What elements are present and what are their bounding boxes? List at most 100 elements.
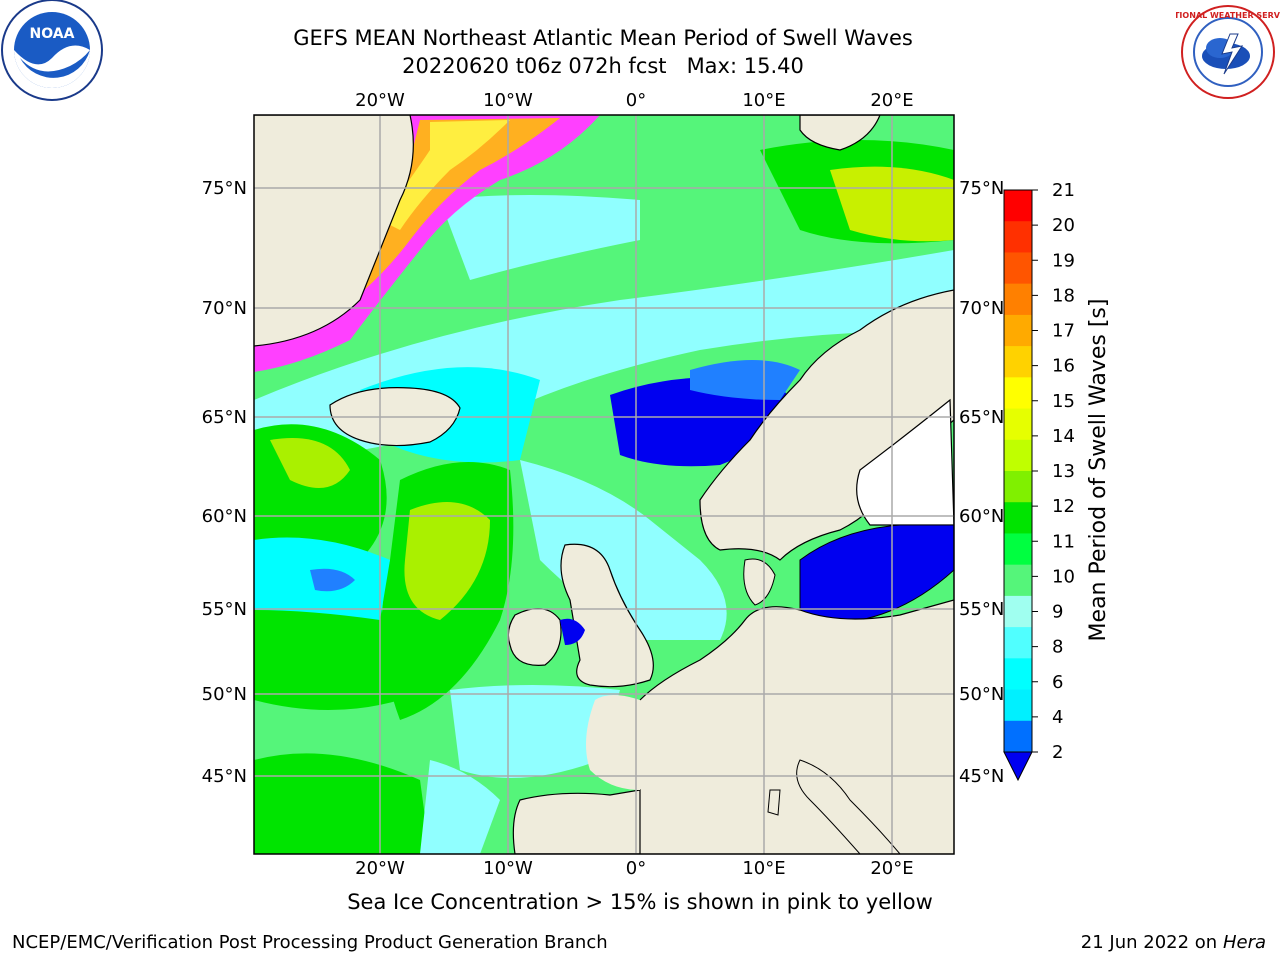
- colorbar-tick-label: 2: [1052, 742, 1063, 763]
- gulf-of-bothnia: [856, 398, 954, 526]
- colorbar-tick-label: 20: [1052, 215, 1075, 236]
- lat-labels-left: 75°N 70°N 65°N 60°N 55°N 50°N 45°N: [202, 178, 247, 787]
- land-france: [586, 695, 640, 790]
- ocean-cyan-north: [440, 195, 640, 280]
- lat-label: 75°N: [959, 178, 1004, 199]
- colorbar-swatch: [1004, 377, 1032, 410]
- lon-label: 20°W: [355, 90, 405, 111]
- lat-label: 55°N: [202, 599, 247, 620]
- colorbar-swatch: [1004, 627, 1032, 659]
- lon-label: 20°W: [355, 858, 405, 879]
- ocean-lightcyan-biscay: [450, 685, 620, 778]
- lon-label: 10°W: [483, 90, 533, 111]
- colorbar-swatch: [1004, 720, 1032, 753]
- colorbar-swatch: [1004, 283, 1032, 316]
- land-iberia: [512, 789, 641, 854]
- colorbar-extend-arrow: [1003, 751, 1033, 782]
- colorbar-swatch: [1004, 408, 1032, 441]
- colorbar: 21 20 19 18 17 16 15 14 13 12 11 10 9 8 6 4 2: [1003, 180, 1075, 782]
- land-italy: [796, 759, 901, 854]
- map-frame: [253, 114, 955, 855]
- land-great-britain: [560, 543, 654, 688]
- ocean-green-south: [254, 753, 430, 854]
- lat-label: 60°N: [202, 506, 247, 527]
- producer-credit: NCEP/EMC/Verification Post Processing Pr…: [12, 932, 608, 953]
- generation-date-text: 21 Jun 2022 on: [1080, 932, 1218, 953]
- host-name: Hera: [1222, 932, 1266, 953]
- lat-label: 70°N: [202, 298, 247, 319]
- colorbar-swatch: [1004, 221, 1032, 253]
- colorbar-tick-label: 18: [1052, 285, 1075, 306]
- colorbar-swatch: [1004, 190, 1032, 222]
- ocean-lightcyan-south: [420, 760, 500, 854]
- irish-sea: [560, 618, 585, 645]
- land-corsica: [767, 789, 781, 816]
- colorbar-tick-label: 9: [1052, 602, 1063, 623]
- colorbar-tick-label: 16: [1052, 356, 1075, 377]
- map-field: [254, 115, 954, 854]
- lon-label: 0°: [626, 90, 646, 111]
- colorbar-swatch: [1004, 314, 1032, 347]
- lat-label: 65°N: [202, 407, 247, 428]
- lon-label: 20°E: [870, 90, 913, 111]
- land-greenland: [254, 115, 414, 346]
- colorbar-swatch: [1004, 502, 1032, 534]
- lon-label: 0°: [626, 858, 646, 879]
- graticule: [254, 115, 954, 854]
- lat-label: 60°N: [959, 506, 1004, 527]
- nws-logo: NATIONAL WEATHER SERVICE: [1176, 5, 1280, 99]
- ocean-yellowgreen-central: [404, 502, 490, 620]
- colorbar-tick-label: 10: [1052, 566, 1075, 587]
- colorbar-swatch: [1004, 439, 1032, 472]
- colorbar-tick-label: 8: [1052, 637, 1063, 658]
- lon-label: 10°E: [742, 858, 785, 879]
- colorbar-tick-label: 11: [1052, 531, 1075, 552]
- land-continental-europe: [640, 600, 954, 854]
- lon-label: 10°W: [483, 858, 533, 879]
- lon-label: 20°E: [870, 858, 913, 879]
- colorbar-swatch: [1004, 564, 1032, 597]
- colorbar-tick-label: 4: [1052, 707, 1063, 728]
- generation-date: 21 Jun 2022 on Hera: [1081, 932, 1266, 953]
- map-title-line1: GEFS MEAN Northeast Atlantic Mean Period…: [293, 26, 913, 50]
- colorbar-tick-label: 13: [1052, 461, 1075, 482]
- colorbar-swatch: [1004, 471, 1032, 503]
- colorbar-tick-label: 19: [1052, 250, 1075, 271]
- lat-label: 45°N: [959, 766, 1004, 787]
- colorbar-tick-label: 21: [1052, 180, 1075, 201]
- lat-label: 65°N: [959, 407, 1004, 428]
- ocean-lightcyan-north-sea: [520, 460, 727, 640]
- colorbar-swatch: [1004, 346, 1032, 378]
- colorbar-tick-label: 17: [1052, 321, 1075, 342]
- lat-label: 45°N: [202, 766, 247, 787]
- lon-labels-top: 20°W 10°W 0° 10°E 20°E: [355, 90, 913, 111]
- ocean-yellowgreen-west: [270, 438, 350, 488]
- colorbar-swatch: [1004, 689, 1032, 722]
- colorbar-swatch: [1004, 658, 1032, 691]
- colorbar-swatch: [1004, 252, 1032, 285]
- map-title-line2: 20220620 t06z 072h fcst Max: 15.40: [402, 54, 804, 78]
- colorbar-swatch: [1004, 533, 1032, 566]
- lat-label: 75°N: [202, 178, 247, 199]
- colorbar-label: Mean Period of Swell Waves [s]: [1086, 299, 1111, 642]
- ocean-blue-west-patch: [310, 568, 355, 592]
- nws-logo-text: NATIONAL WEATHER SERVICE: [1176, 11, 1280, 20]
- colorbar-tick-label: 6: [1052, 672, 1063, 693]
- noaa-logo: NOAA: [1, 0, 103, 101]
- lat-label: 55°N: [959, 599, 1004, 620]
- sea-ice-yellow: [380, 120, 510, 230]
- noaa-logo-text: NOAA: [30, 26, 75, 42]
- lon-label: 10°E: [742, 90, 785, 111]
- land-ireland: [507, 608, 562, 666]
- lat-label: 50°N: [959, 684, 1004, 705]
- ocean-green-southwest: [254, 600, 400, 710]
- ocean-blue-norwegian: [690, 360, 800, 400]
- lon-labels-bottom: 20°W 10°W 0° 10°E 20°E: [355, 858, 913, 879]
- colorbar-tick-label: 15: [1052, 391, 1075, 412]
- colorbar-tick-label: 14: [1052, 426, 1075, 447]
- colorbar-swatch: [1004, 595, 1032, 628]
- lat-label: 70°N: [959, 298, 1004, 319]
- colorbar-tick-label: 12: [1052, 496, 1075, 517]
- land-denmark: [743, 558, 776, 606]
